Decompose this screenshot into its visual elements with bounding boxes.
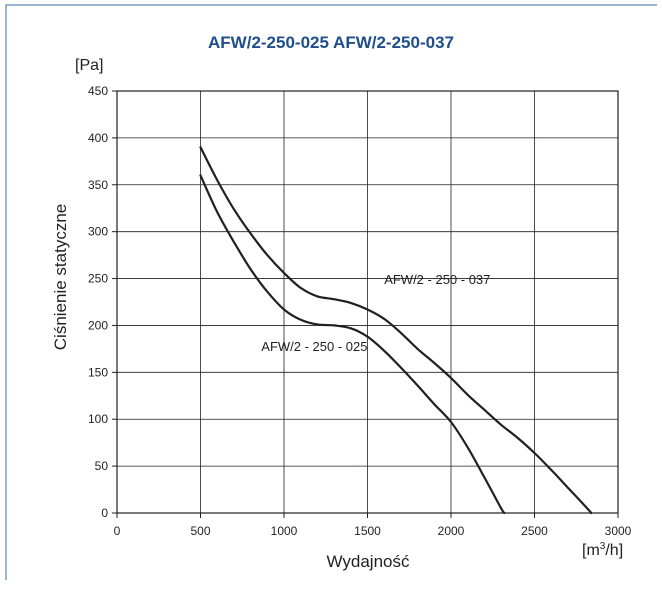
x-tick-label: 1000: [271, 524, 298, 538]
x-tick-label: 2000: [438, 524, 465, 538]
y-axis-label: Ciśnienie statyczne: [51, 204, 70, 350]
y-tick-label: 200: [88, 318, 108, 332]
x-tick-label: 3000: [605, 524, 632, 538]
y-tick-label: 350: [88, 178, 108, 192]
y-axis-unit: [Pa]: [75, 57, 103, 74]
grid: [112, 90, 619, 518]
tick-labels: 0 50 100 150 200 250 300 350 400 450 0 500 1000 1500 2…: [88, 84, 632, 538]
plot-border: [116, 90, 619, 514]
y-tick-label: 100: [88, 412, 108, 426]
y-tick-label: 400: [88, 131, 108, 145]
x-tick-label: 500: [190, 524, 210, 538]
x-axis-unit: [m3/h]: [582, 541, 623, 559]
frame-border: [5, 4, 657, 580]
y-tick-label: 300: [88, 225, 108, 239]
y-tick-label: 50: [95, 459, 109, 473]
chart-title: AFW/2-250-025 AFW/2-250-037: [208, 33, 454, 52]
x-axis-label: Wydajność: [327, 552, 410, 571]
x-tick-label: 0: [114, 524, 121, 538]
y-tick-label: 150: [88, 365, 108, 379]
x-tick-label: 1500: [354, 524, 381, 538]
series-line: [199, 174, 506, 515]
series-line: [199, 146, 593, 515]
y-tick-label: 250: [88, 272, 108, 286]
series-group: AFW/2 - 250 - 037 AFW/2 - 250 - 025: [199, 146, 593, 515]
series-label: AFW/2 - 250 - 037: [384, 272, 490, 287]
series-label: AFW/2 - 250 - 025: [261, 339, 367, 354]
y-tick-label: 0: [101, 506, 108, 520]
x-tick-label: 2500: [521, 524, 548, 538]
y-tick-label: 450: [88, 84, 108, 98]
